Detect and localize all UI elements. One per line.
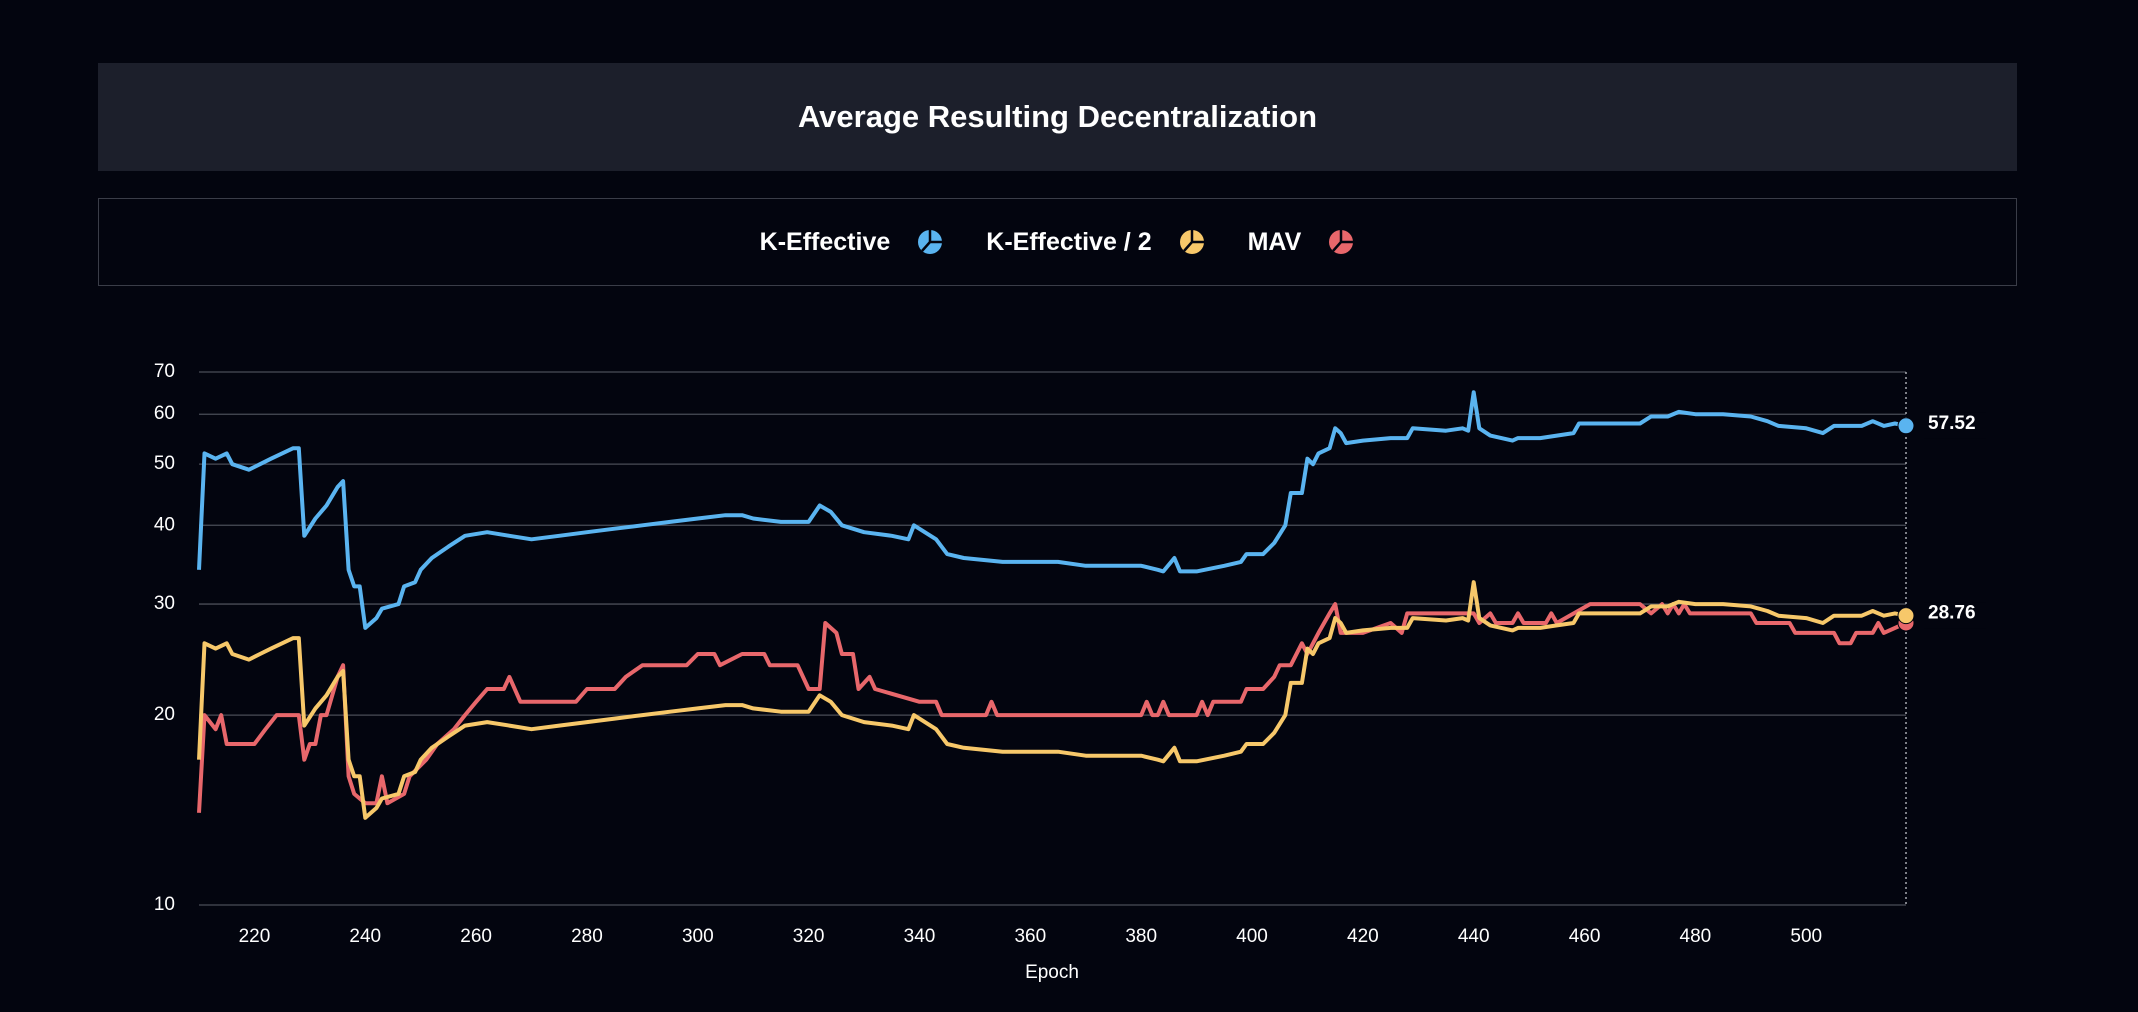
y-tick-label: 20: [154, 704, 175, 725]
end-label: 57.52: [1928, 413, 1976, 434]
series-line: [197, 390, 1907, 630]
x-tick-label: 220: [239, 926, 271, 947]
x-tick-label: 280: [571, 926, 603, 947]
legend-label: K-Effective / 2: [986, 227, 1152, 256]
y-tick-label: 30: [154, 593, 175, 614]
chart-title: Average Resulting Decentralization: [797, 99, 1318, 134]
series-line: [197, 580, 1907, 820]
legend-item[interactable]: K-Effective / 2: [986, 228, 1205, 257]
x-tick-label: 320: [793, 926, 825, 947]
legend-item[interactable]: K-Effective: [760, 228, 945, 257]
x-tick-label: 240: [349, 926, 381, 947]
x-tick-label: 300: [682, 926, 714, 947]
x-tick-label: 380: [1125, 926, 1157, 947]
x-tick-label: 260: [460, 926, 492, 947]
x-axis-label: Epoch: [1025, 962, 1079, 983]
legend-icon: [918, 230, 943, 254]
title-box: Average Resulting Decentralization: [98, 63, 2017, 171]
legend-icon: [1329, 230, 1354, 254]
series-line: [197, 602, 1907, 813]
end-label-bg: [1924, 602, 1986, 629]
end-dot: [1897, 417, 1915, 435]
x-tick-label: 420: [1347, 926, 1379, 947]
y-tick-label: 50: [154, 453, 175, 474]
x-tick-label: 340: [904, 926, 936, 947]
end-label: 28.76: [1928, 603, 1976, 624]
legend-icon-cut: [1332, 230, 1354, 252]
legend: K-Effective K-Effective / 2 MAV: [98, 198, 2017, 286]
x-tick-label: 400: [1236, 926, 1268, 947]
end-label-bg: [1924, 412, 1986, 439]
x-tick-label: 440: [1458, 926, 1490, 947]
x-tick-label: 500: [1790, 926, 1822, 947]
x-tick-label: 460: [1569, 926, 1601, 947]
end-dot: [1897, 607, 1915, 625]
y-tick-label: 40: [154, 514, 175, 535]
legend-label: MAV: [1247, 227, 1302, 256]
legend-label: K-Effective: [759, 227, 891, 256]
legend-icon-cut: [1182, 230, 1204, 252]
legend-item[interactable]: MAV: [1248, 228, 1356, 257]
y-tick-label: 10: [154, 894, 175, 915]
y-tick-label: 70: [154, 361, 175, 382]
y-tick-label: 60: [154, 403, 175, 424]
x-tick-label: 360: [1014, 926, 1046, 947]
legend-icon: [1179, 230, 1204, 254]
x-tick-label: 480: [1680, 926, 1712, 947]
legend-icon-cut: [921, 230, 943, 252]
